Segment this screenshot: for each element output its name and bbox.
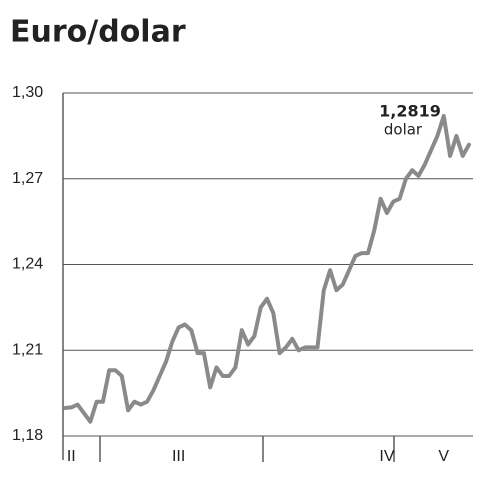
y-tick-label: 1,30 xyxy=(12,84,43,101)
x-tick-label: IV xyxy=(379,448,394,465)
data-line xyxy=(63,113,471,424)
y-tick-label: 1,21 xyxy=(12,341,43,358)
x-tick-label: V xyxy=(438,448,449,465)
x-tick-label: II xyxy=(67,448,76,465)
y-tick-label: 1,18 xyxy=(12,427,43,444)
x-tick-label: III xyxy=(172,448,185,465)
annotation-unit: dolar xyxy=(384,121,423,139)
y-tick-label: 1,24 xyxy=(12,256,43,273)
y-tick-label: 1,27 xyxy=(12,170,43,187)
annotation-value: 1,2819 xyxy=(379,102,441,121)
chart-title: Euro/dolar xyxy=(10,15,186,50)
